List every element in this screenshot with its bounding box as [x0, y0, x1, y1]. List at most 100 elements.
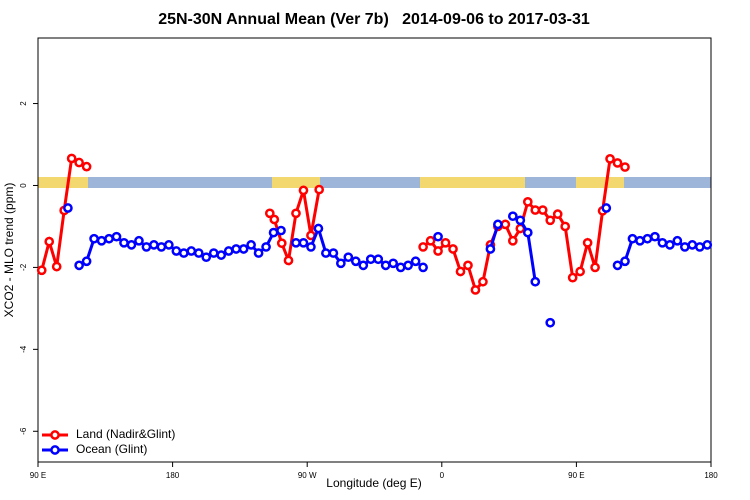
- data-point: [620, 256, 630, 267]
- data-point: [201, 252, 212, 263]
- y-tick-label: -2: [19, 263, 28, 271]
- land-segment: [576, 177, 624, 188]
- data-point: [601, 203, 612, 213]
- data-point: [448, 244, 458, 254]
- data-point: [156, 242, 167, 252]
- data-point: [650, 231, 660, 242]
- y-tick-label: 0: [19, 183, 28, 188]
- data-point: [268, 227, 279, 238]
- land-segment: [272, 177, 320, 188]
- data-point: [694, 242, 705, 252]
- data-point: [582, 237, 593, 248]
- y-tick-label: -4: [19, 345, 28, 353]
- plot-frame: [37, 37, 712, 463]
- legend-marker: [50, 430, 60, 440]
- x-tick-label: 180: [704, 471, 718, 480]
- data-point: [231, 244, 242, 254]
- data-point: [388, 258, 399, 269]
- data-point: [283, 255, 294, 266]
- legend-label: Ocean (Glint): [76, 442, 147, 456]
- data-point: [264, 208, 275, 219]
- y-axis-label: XCO2 - MLO trend (ppm): [2, 183, 16, 318]
- data-point: [665, 240, 675, 250]
- data-point: [193, 248, 204, 258]
- data-point: [418, 262, 428, 273]
- data-point: [440, 237, 451, 248]
- data-point: [276, 225, 286, 236]
- data-point: [141, 242, 152, 252]
- ocean-band: [38, 177, 711, 188]
- data-point: [605, 154, 615, 164]
- data-point: [126, 240, 137, 250]
- data-point: [261, 242, 271, 252]
- data-point: [208, 248, 219, 258]
- x-tick-label: 0: [440, 471, 445, 480]
- x-tick-label: 90 E: [568, 471, 584, 480]
- data-point: [238, 244, 249, 254]
- data-point: [373, 254, 384, 265]
- data-point: [111, 231, 122, 242]
- x-tick-label: 90 E: [30, 471, 46, 480]
- data-point: [657, 237, 668, 248]
- data-point: [328, 248, 339, 258]
- data-point: [702, 240, 713, 250]
- data-point: [485, 244, 496, 254]
- x-tick-label: 180: [166, 471, 180, 480]
- data-point: [89, 233, 99, 244]
- data-point: [298, 237, 309, 248]
- land-band: [38, 177, 711, 188]
- data-point: [567, 272, 578, 283]
- data-point: [291, 237, 301, 248]
- data-point: [178, 248, 189, 258]
- data-point: [81, 161, 92, 172]
- data-point: [313, 223, 324, 234]
- data-point: [612, 260, 623, 271]
- data-point: [470, 285, 481, 295]
- data-point: [515, 215, 526, 226]
- data-point: [246, 240, 256, 250]
- data-point: [418, 242, 428, 252]
- data-point: [575, 266, 585, 277]
- chart-title: 25N-30N Annual Mean (Ver 7b) 2014-09-06 …: [158, 11, 590, 28]
- data-point: [276, 238, 287, 249]
- data-point: [186, 246, 197, 256]
- data-point: [81, 256, 92, 267]
- data-point: [253, 248, 264, 258]
- data-point: [269, 214, 280, 225]
- land-segment: [420, 177, 525, 188]
- data-point: [612, 158, 623, 168]
- data-point: [552, 209, 563, 220]
- data-point: [63, 203, 73, 213]
- data-point: [365, 254, 376, 265]
- data-point: [223, 246, 234, 256]
- data-point: [36, 265, 47, 276]
- data-point: [500, 219, 511, 230]
- data-point: [149, 240, 159, 250]
- data-point: [642, 233, 653, 244]
- data-point: [522, 227, 533, 238]
- data-point: [321, 248, 331, 258]
- data-point: [425, 235, 436, 246]
- y-tick-label: 2: [19, 101, 28, 106]
- data-point: [51, 261, 62, 272]
- data-point: [635, 235, 645, 246]
- data-point: [380, 260, 391, 271]
- land-segment: [38, 177, 88, 188]
- data-point: [291, 208, 301, 219]
- data-point: [104, 233, 114, 244]
- data-point: [74, 157, 84, 168]
- data-point: [590, 262, 600, 273]
- data-point: [433, 231, 443, 242]
- data-point: [455, 266, 466, 277]
- data-point: [493, 219, 503, 230]
- data-point: [620, 162, 630, 172]
- data-point: [530, 205, 541, 215]
- data-point: [507, 211, 518, 222]
- data-point: [314, 184, 325, 195]
- data-point: [403, 260, 413, 271]
- data-point: [350, 256, 361, 267]
- x-tick-label: 90 W: [298, 471, 317, 480]
- data-point: [66, 153, 77, 164]
